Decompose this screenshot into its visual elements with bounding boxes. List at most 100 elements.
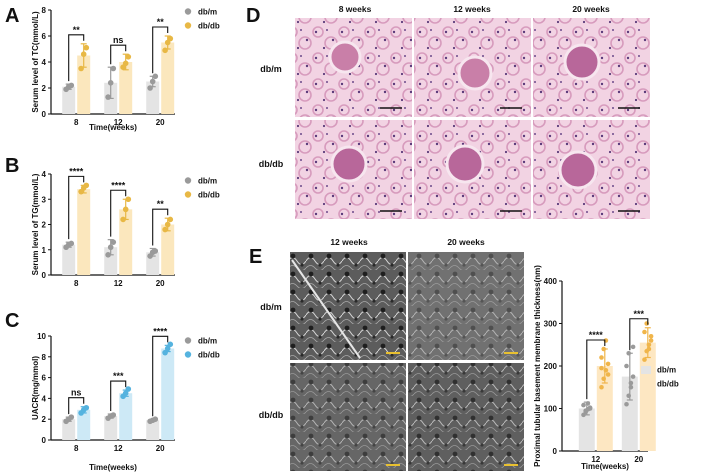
x-tick-label: 20 (156, 118, 165, 127)
x-axis-label: Time(weeks) (89, 463, 137, 472)
bar (639, 342, 656, 451)
bar (62, 244, 76, 275)
he-image-dbdb-8w (295, 120, 412, 219)
y-axis-label: Serum level of TG(mmol/L) (31, 173, 40, 275)
em-image-dbm-12w (290, 252, 406, 360)
em-row-dbdb: db/db (259, 410, 284, 420)
em-col-12w: 12 weeks (330, 237, 368, 247)
legend-label: db/db (198, 191, 220, 200)
data-point (601, 376, 606, 382)
y-tick-label: 2 (42, 84, 47, 93)
data-point (105, 252, 111, 258)
legend-swatch (184, 8, 192, 15)
significance-label: **** (589, 330, 604, 340)
bar (77, 189, 91, 275)
legend-swatch (184, 177, 192, 184)
y-tick-label: 100 (544, 405, 558, 414)
data-point (626, 393, 631, 399)
data-point (167, 216, 174, 223)
histology-row-dbdb: db/db (259, 159, 284, 169)
significance-bracket (152, 335, 169, 417)
histology-col-8w: 8 weeks (339, 4, 372, 14)
significance-bracket (110, 189, 127, 237)
x-tick-label: 8 (74, 279, 79, 288)
x-tick-label: 8 (74, 118, 79, 127)
he-image-dbm-20w (533, 18, 650, 117)
data-point (167, 35, 174, 42)
legend-swatch (184, 191, 192, 198)
bar (161, 224, 175, 275)
he-image-dbm-12w (414, 18, 531, 117)
legend-label: db/db (657, 380, 679, 389)
data-point (167, 341, 174, 348)
data-point (601, 346, 606, 352)
y-tick-label: 2 (42, 415, 47, 424)
y-tick-label: 0 (553, 447, 558, 456)
data-point (628, 384, 634, 390)
y-tick-label: 2 (42, 221, 47, 230)
he-image-dbdb-12w (414, 120, 531, 219)
x-tick-label: 12 (114, 444, 123, 453)
histology-panel: 8 weeks 12 weeks 20 weeks db/m db/db (259, 4, 650, 219)
y-tick-label: 6 (42, 374, 47, 383)
x-axis-label: Time(weeks) (581, 462, 629, 471)
data-point (147, 85, 153, 91)
legend-label: db/m (198, 177, 217, 186)
data-point (585, 401, 591, 406)
significance-label: *** (113, 371, 124, 381)
data-point (152, 73, 159, 80)
data-point (110, 239, 117, 245)
data-point (68, 240, 75, 247)
data-point (107, 80, 114, 86)
data-point (599, 365, 604, 371)
data-point (587, 406, 593, 411)
em-image-dbdb-20w (408, 363, 524, 471)
y-tick-label: 400 (544, 277, 558, 286)
he-image-dbm-8w (295, 18, 412, 117)
significance-label: **** (69, 166, 84, 176)
data-point (605, 372, 611, 377)
x-tick-label: 20 (156, 444, 165, 453)
data-point (630, 374, 636, 379)
em-row-dbm: db/m (260, 302, 282, 312)
legend-swatch (184, 351, 192, 358)
data-point (626, 350, 631, 356)
data-point (162, 349, 168, 356)
y-tick-label: 200 (544, 362, 558, 371)
x-tick-label: 20 (156, 279, 165, 288)
x-tick-label: 12 (114, 118, 123, 127)
data-point (624, 401, 629, 407)
y-tick-label: 8 (42, 6, 47, 15)
significance-bracket (110, 380, 127, 411)
y-tick-label: 4 (42, 58, 47, 67)
chart-uacr: 0 2 4 6 8 10 UACR(mg/mmol) Time(weeks) 8 ns 12 *** 2… (31, 326, 220, 472)
em-image-dbm-20w (408, 252, 524, 360)
legend-swatch (184, 337, 192, 344)
data-point (122, 60, 129, 67)
y-tick-label: 300 (544, 320, 558, 329)
bar (119, 393, 133, 440)
data-point (624, 363, 629, 369)
data-point (642, 357, 647, 362)
y-tick-label: 1 (42, 246, 47, 255)
bar (161, 348, 175, 440)
panel-letter-e: E (249, 246, 262, 268)
data-point (125, 386, 132, 392)
data-point (122, 206, 129, 213)
bar (62, 419, 76, 440)
data-point (648, 333, 654, 339)
data-point (68, 82, 75, 89)
data-point (125, 54, 132, 60)
legend-label: db/m (198, 337, 217, 346)
y-tick-label: 8 (42, 353, 47, 362)
data-point (83, 44, 90, 51)
significance-label: ** (157, 199, 165, 209)
y-tick-label: 0 (42, 271, 47, 280)
histology-row-dbm: db/m (260, 64, 282, 74)
x-tick-label: 12 (591, 455, 600, 464)
em-col-20w: 20 weeks (447, 237, 485, 247)
data-point (68, 414, 75, 420)
data-point (83, 404, 90, 411)
